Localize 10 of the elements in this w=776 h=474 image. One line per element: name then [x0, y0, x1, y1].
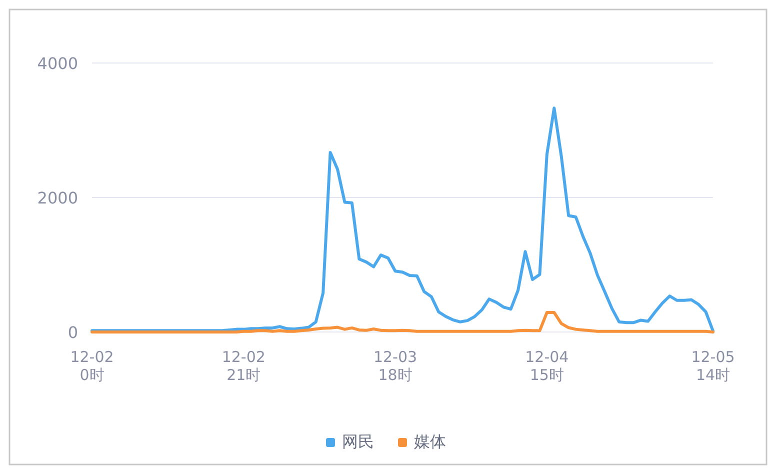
legend-label: 网民 [342, 432, 374, 451]
x-tick-label: 12-05 14时 [691, 348, 735, 384]
y-tick-label: 2000 [37, 188, 78, 208]
x-tick-label: 12-03 18时 [373, 348, 418, 384]
legend-label: 媒体 [414, 432, 446, 451]
x-tick-label: 12-04 15时 [525, 348, 569, 384]
x-tick-label: 12-02 0时 [70, 348, 114, 384]
y-tick-label: 4000 [37, 54, 78, 73]
x-tick-label: 12-02 21时 [222, 348, 266, 384]
y-tick-label: 0 [68, 323, 78, 342]
